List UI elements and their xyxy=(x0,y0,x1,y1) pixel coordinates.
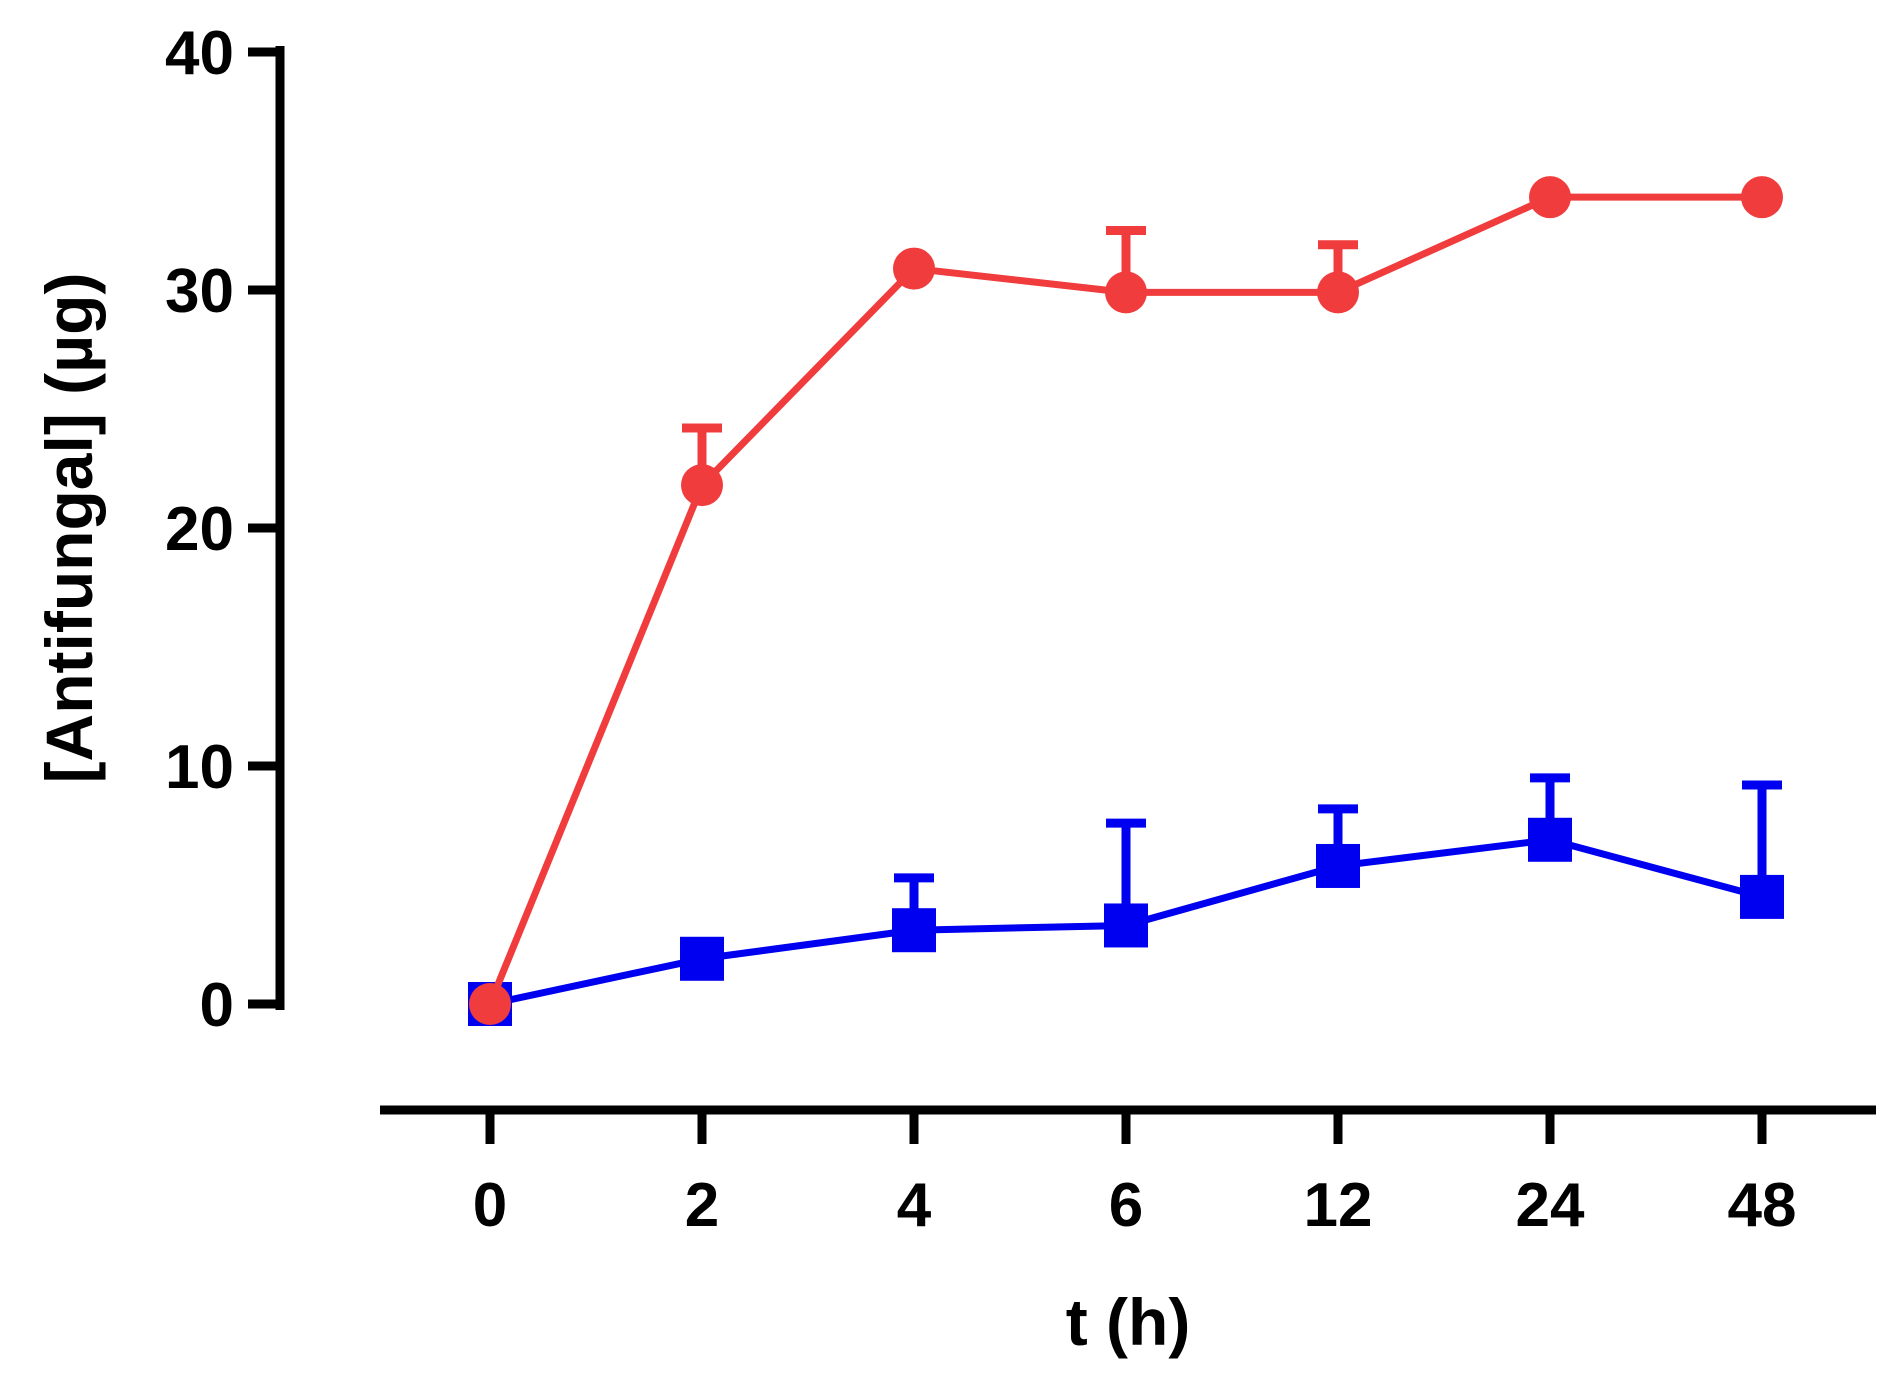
x-ticks: 0 2 4 6 12 24 48 xyxy=(473,1110,1797,1240)
red-series xyxy=(469,176,1783,1025)
red-point-24 xyxy=(1529,176,1571,219)
x-tick-label-24: 24 xyxy=(1516,1171,1585,1240)
x-tick-label-6: 6 xyxy=(1109,1171,1143,1240)
x-tick-label-0: 0 xyxy=(473,1171,507,1240)
y-tick-label-30: 30 xyxy=(165,257,234,326)
red-point-48 xyxy=(1741,176,1783,219)
y-tick-label-20: 20 xyxy=(165,495,234,564)
blue-point-4 xyxy=(892,908,936,953)
blue-point-2 xyxy=(680,936,724,981)
x-tick-label-4: 4 xyxy=(897,1171,932,1240)
red-point-12 xyxy=(1317,271,1359,314)
y-tick-label-40: 40 xyxy=(165,19,234,88)
red-point-2 xyxy=(681,464,723,507)
red-point-4 xyxy=(893,247,935,290)
y-axis-title: [Antifungal] (µg) xyxy=(32,273,106,784)
red-point-0 xyxy=(469,983,511,1025)
blue-series xyxy=(468,773,1784,1026)
series-layer xyxy=(468,176,1784,1026)
x-tick-label-12: 12 xyxy=(1304,1171,1373,1240)
red-point-6 xyxy=(1105,271,1147,314)
x-tick-label-2: 2 xyxy=(685,1171,719,1240)
blue-point-24 xyxy=(1528,817,1572,862)
y-ticks: 0 10 20 30 40 xyxy=(165,19,284,1040)
y-tick-label-0: 0 xyxy=(200,971,234,1040)
blue-point-12 xyxy=(1316,843,1360,888)
blue-point-6 xyxy=(1104,903,1148,948)
x-axis-title: t (h) xyxy=(1066,1285,1191,1359)
y-tick-label-10: 10 xyxy=(165,733,234,802)
x-tick-label-48: 48 xyxy=(1728,1171,1797,1240)
blue-point-48 xyxy=(1740,874,1784,919)
